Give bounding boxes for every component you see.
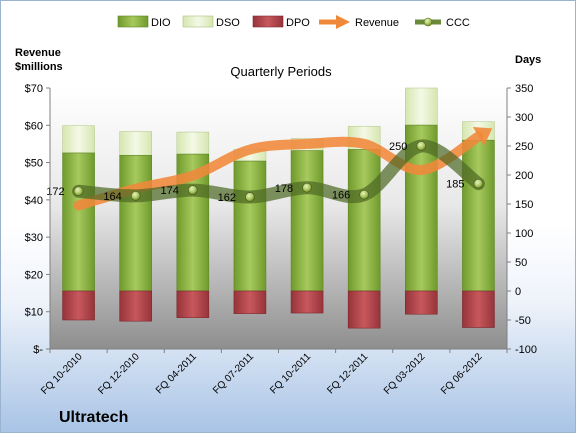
bar-dpo <box>347 290 381 329</box>
right-axis-tick-label: 0 <box>515 286 521 298</box>
left-axis-tick-label: $70 <box>25 83 43 95</box>
right-axis-tick-label: 250 <box>515 141 533 153</box>
revenue-arrowhead <box>472 126 493 146</box>
ccc-data-label: 174 <box>160 185 178 197</box>
left-axis-tick-label: $40 <box>25 195 43 207</box>
bar-dio <box>462 139 495 292</box>
legend-label-dso: DSO <box>216 17 240 29</box>
left-axis-title-line2: $millions <box>15 61 63 73</box>
bar-dio <box>62 152 95 292</box>
ccc-marker <box>416 141 427 151</box>
legend-label-revenue: Revenue <box>355 17 399 29</box>
ccc-marker <box>245 192 255 202</box>
x-axis-category-label: FQ 12-2011 <box>325 351 370 396</box>
legend-label-ccc: CCC <box>446 17 470 29</box>
ccc-data-label: 172 <box>46 186 64 198</box>
left-axis-title-line1: Revenue <box>15 47 61 59</box>
x-axis-category-label: FQ 10-2011 <box>268 351 313 396</box>
bar-dpo <box>119 290 152 322</box>
bars-layer <box>62 87 495 329</box>
ccc-data-label: 166 <box>332 190 350 202</box>
right-axis-tick-label: 100 <box>515 228 533 240</box>
legend-label-dio: DIO <box>151 17 171 29</box>
legend-swatch-dpo <box>252 15 284 28</box>
right-axis-tick-label: 300 <box>515 112 533 124</box>
bar-dpo <box>233 290 267 314</box>
left-axis-tick-label: $50 <box>25 158 43 170</box>
x-axis-category-label: FQ 03-2012 <box>382 351 428 397</box>
left-axis-tick-label: $20 <box>25 269 43 281</box>
bar-dpo <box>290 290 324 314</box>
plot-area <box>50 88 507 349</box>
right-axis-tick-label: -50 <box>515 315 531 327</box>
left-axis-tick-label: $30 <box>25 232 43 244</box>
bar-dpo <box>405 290 438 315</box>
bar-dso <box>119 131 152 156</box>
ccc-marker <box>473 178 484 189</box>
x-axis-category-label: FQ 12-2010 <box>96 351 142 397</box>
ccc-layer: 172 164 174 162 178 166 250 185 <box>46 139 485 204</box>
legend-swatch-dio <box>117 15 149 28</box>
ccc-marker <box>130 191 141 201</box>
left-axis-tick-label: $60 <box>25 120 43 132</box>
x-axis-category-label: FQ 04-2011 <box>154 351 199 396</box>
bar-dio <box>119 154 152 292</box>
bar-dpo <box>176 290 210 318</box>
bar-dso <box>405 87 438 126</box>
ccc-data-label: 162 <box>218 192 236 204</box>
revenue-layer <box>73 126 493 211</box>
right-axis-title: Days <box>515 54 541 66</box>
ccc-marker <box>302 182 312 193</box>
revenue-line <box>73 131 484 211</box>
ccc-data-label: 178 <box>275 183 293 195</box>
legend-label-dpo: DPO <box>286 17 310 29</box>
ccc-marker <box>359 189 369 200</box>
bar-dio <box>290 150 324 292</box>
right-axis-tick-label: 50 <box>515 257 527 269</box>
chart-title: Quarterly Periods <box>230 64 332 79</box>
x-axis-category-label: FQ 07-2011 <box>211 351 256 396</box>
ccc-data-label: 185 <box>446 179 464 191</box>
bar-dio <box>233 160 267 292</box>
x-axis-category-label: FQ 10-2010 <box>39 351 85 397</box>
legend-swatch-ccc-line-icon <box>415 17 441 27</box>
right-axis-tick-label: 200 <box>515 170 533 182</box>
right-axis-tick-label: 150 <box>515 199 533 211</box>
legend-swatch-revenue-arrow-icon <box>319 15 350 29</box>
ccc-marker <box>188 185 198 195</box>
left-axis-tick-label: $10 <box>25 307 43 319</box>
bar-dpo <box>62 290 95 321</box>
ccc-data-label: 164 <box>103 191 121 203</box>
right-axis-tick-label: 350 <box>515 83 533 95</box>
right-axis-tick-label: -100 <box>515 344 537 356</box>
company-name: Ultratech <box>59 409 128 426</box>
bar-dpo <box>462 290 495 328</box>
bar-dso <box>62 125 95 154</box>
legend-swatch-dso <box>182 15 214 28</box>
legend: DIO DSO DPO Revenue CCC <box>117 15 470 29</box>
bar-dso <box>176 131 210 155</box>
left-axis-tick-label: $- <box>33 344 43 356</box>
bar-dio <box>347 149 381 292</box>
ccc-data-label: 250 <box>389 141 407 153</box>
x-axis-category-label: FQ 06-2012 <box>439 351 485 397</box>
ccc-marker <box>73 186 84 197</box>
